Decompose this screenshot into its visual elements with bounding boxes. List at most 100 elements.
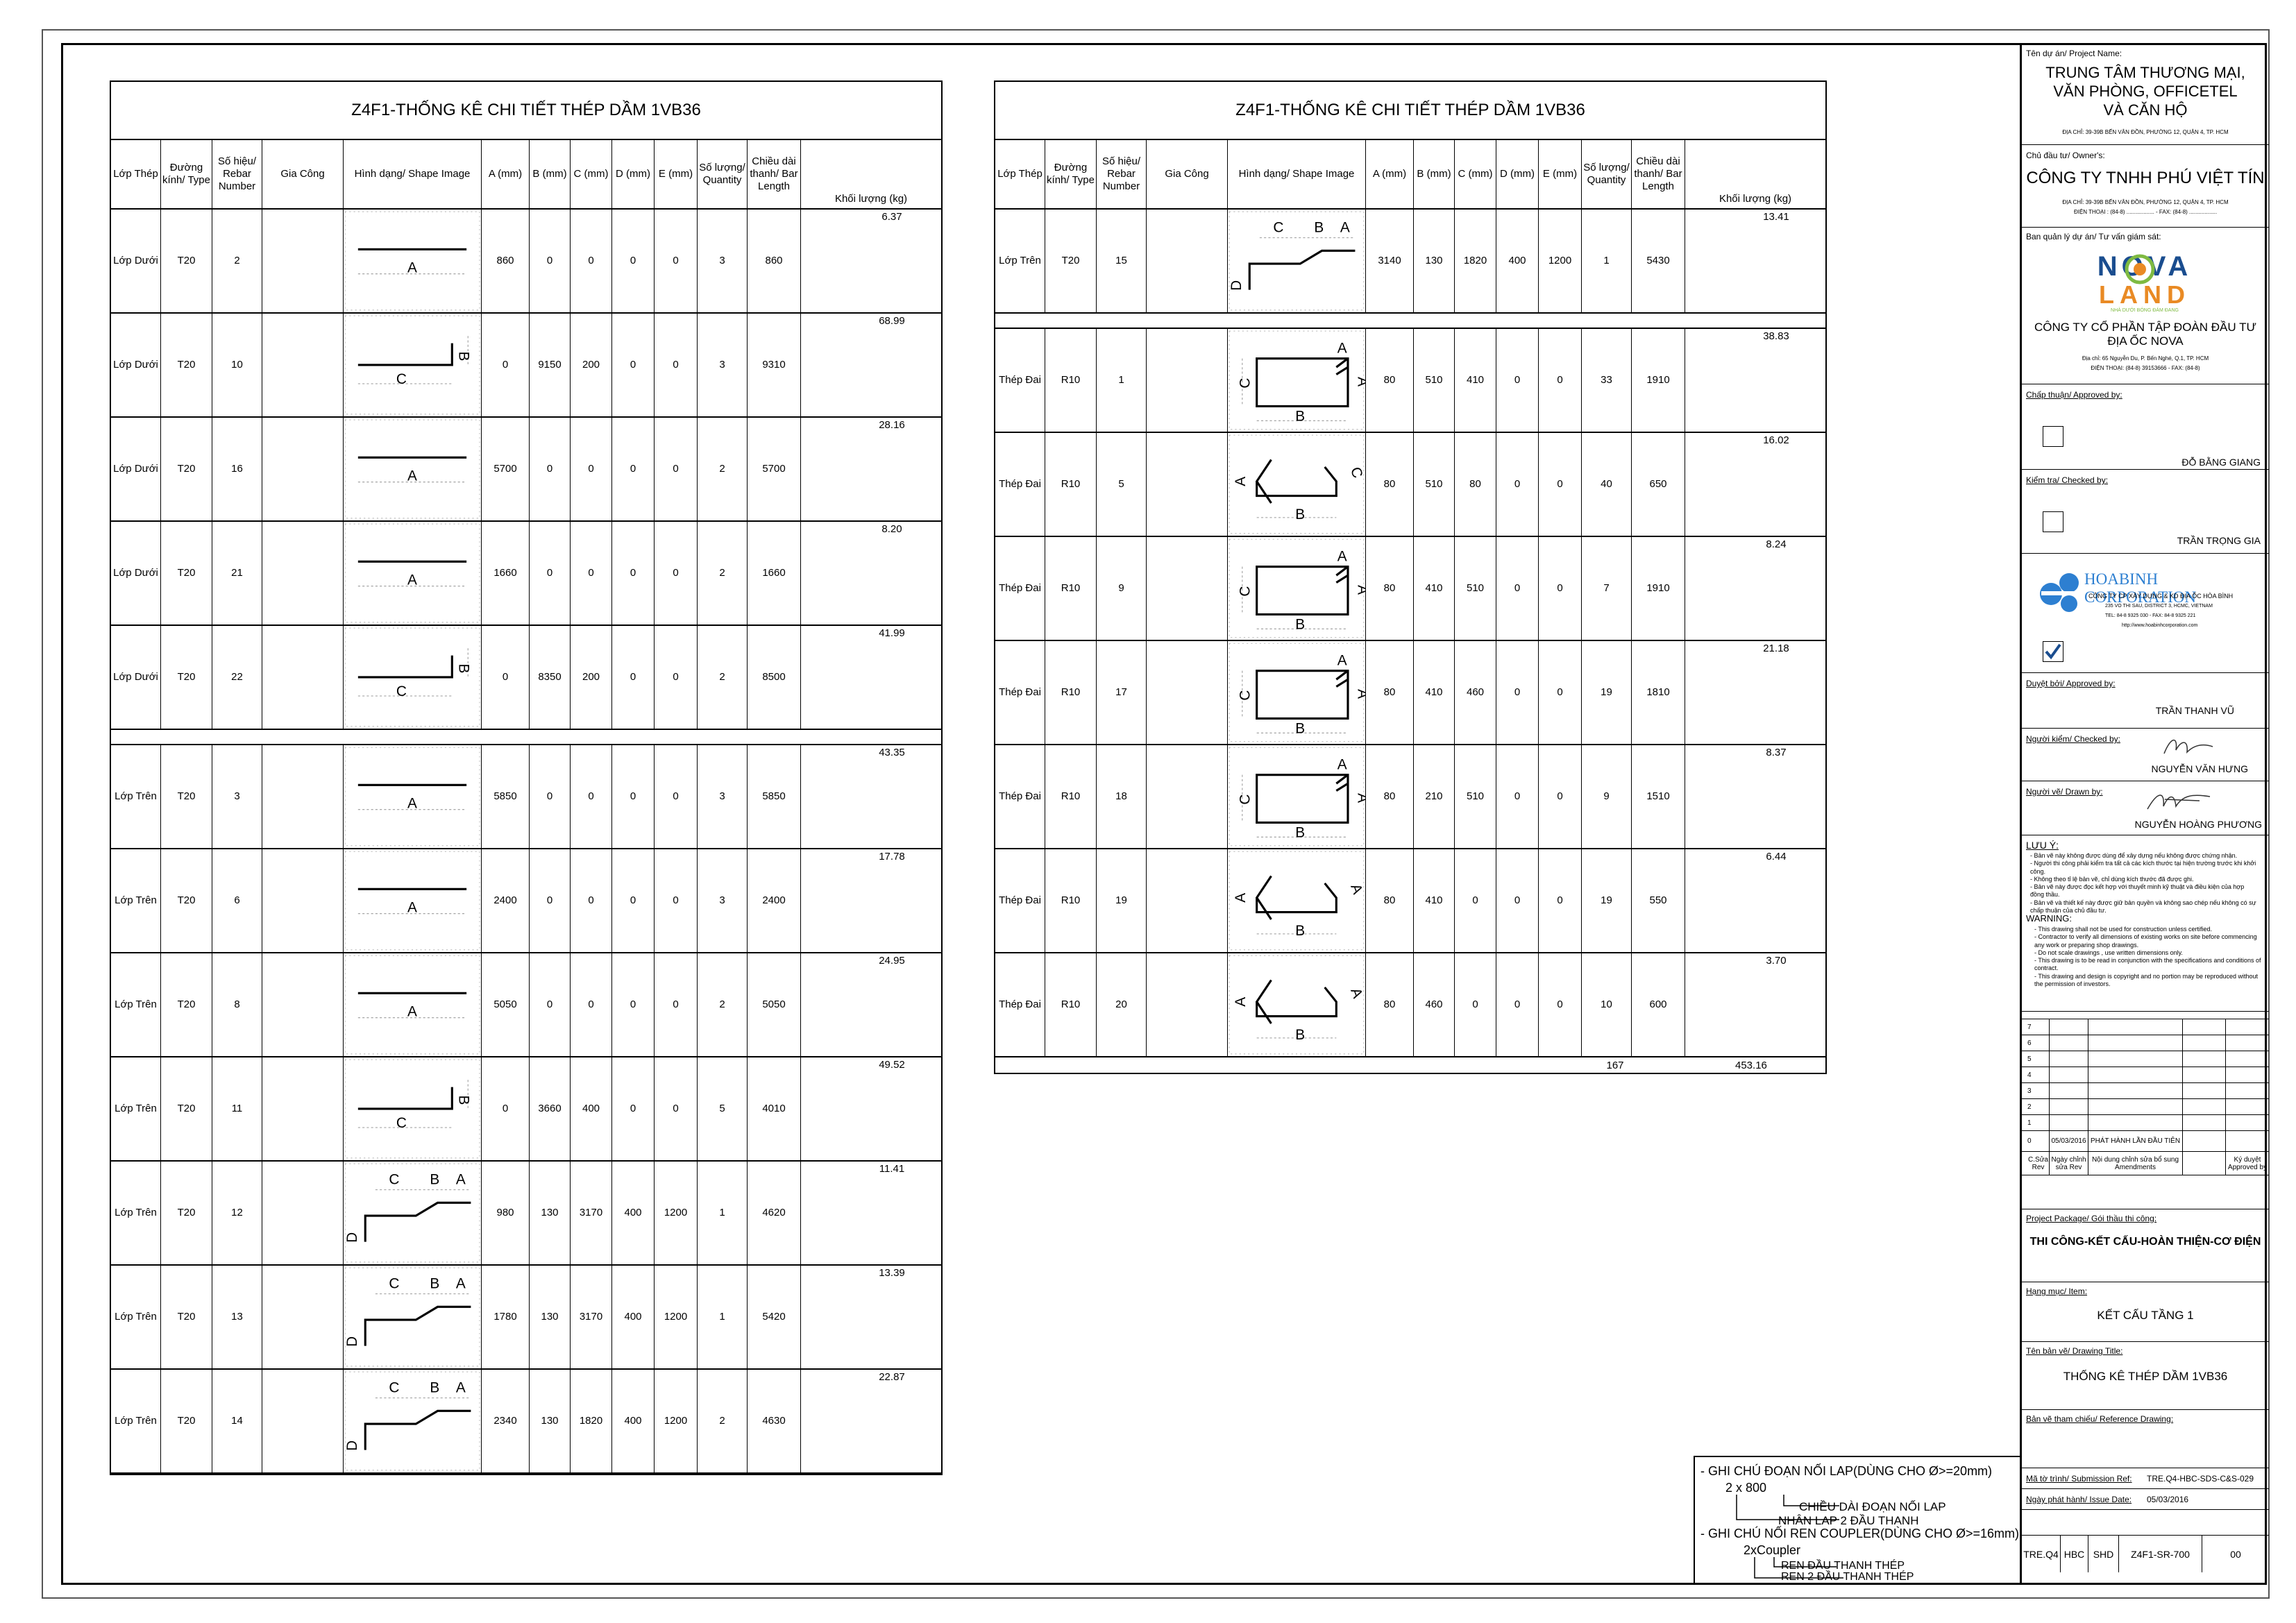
- svg-text:B: B: [1295, 616, 1305, 632]
- table-cell: 9150: [530, 314, 571, 416]
- svg-text:A: A: [1347, 882, 1365, 897]
- table-header: Lớp Thép Đường kính/ Type Số hiệu/ Rebar N…: [995, 140, 1825, 210]
- checker-name: NGUYỄN VĂN HƯNG: [2151, 763, 2248, 774]
- table-cell: [262, 1162, 344, 1264]
- project-name-line-3: VÀ CĂN HỘ: [2103, 101, 2188, 119]
- header-cell: Số hiệu/ Rebar Number: [1097, 140, 1147, 208]
- table-cell: 130: [530, 1162, 571, 1264]
- shape-cell: A: [344, 210, 482, 312]
- table-cell: 460: [1455, 641, 1496, 744]
- table-cell: 80: [1366, 433, 1414, 536]
- table-cell: 860: [748, 210, 801, 312]
- table-cell: 980: [482, 1162, 530, 1264]
- table-cell: R10: [1045, 433, 1097, 536]
- table-cell: 28.16: [879, 419, 905, 431]
- project-address: ĐỊA CHỈ: 39-39B BẾN VÂN ĐỒN, PHƯỜNG 12, …: [2062, 129, 2229, 135]
- checker-signature: [2163, 739, 2213, 754]
- table-cell: 10: [1582, 953, 1632, 1056]
- table-cell: 5: [698, 1057, 748, 1160]
- table-cell: 0: [612, 953, 655, 1056]
- table-cell: [262, 210, 344, 312]
- table-cell: 0: [482, 626, 530, 729]
- table-cell: 0: [655, 522, 698, 624]
- shape-stirrup-drawing: B A A C: [1229, 538, 1365, 638]
- reference-section: Bản vẽ tham chiếu/ Reference Drawing:: [2022, 1410, 2269, 1468]
- code-type: SHD: [2088, 1536, 2119, 1572]
- table-cell: 0: [655, 418, 698, 520]
- title-block: Tên dự án/ Project Name: TRUNG TÂM THƯƠN…: [2020, 43, 2269, 1585]
- revision-cell: [2050, 1083, 2088, 1098]
- table-cell: 0: [571, 953, 612, 1056]
- table-cell: 0: [1496, 329, 1539, 432]
- table-cell: 80: [1366, 953, 1414, 1056]
- table-cell: 2: [698, 418, 748, 520]
- table-cell: [262, 314, 344, 416]
- table-cell: R10: [1045, 641, 1097, 744]
- table-cell: 8.20: [881, 523, 902, 535]
- header-cell: Đường kính/ Type: [1045, 140, 1097, 208]
- drawer-signature: [2147, 794, 2211, 810]
- shape-stirrup-drawing: B A A C: [1229, 643, 1365, 742]
- table-cell: 400: [612, 1266, 655, 1368]
- table-cell: Thép Đai: [995, 953, 1045, 1056]
- svg-text:A: A: [407, 900, 417, 916]
- project-name-line-2: VĂN PHÒNG, OFFICETEL: [2053, 83, 2238, 100]
- checked-checkbox[interactable]: [2043, 511, 2063, 532]
- revision-cell: [2226, 1099, 2269, 1114]
- svg-text:A: A: [407, 468, 417, 484]
- warning-label: WARNING:: [2026, 913, 2072, 924]
- table-cell: 0: [1455, 849, 1496, 952]
- table-cell: 22: [212, 626, 262, 729]
- table-cell: 400: [1496, 210, 1539, 312]
- package-section: Project Package/ Gói thầu thi công: THI …: [2022, 1209, 2269, 1282]
- svg-text:B: B: [1295, 507, 1305, 522]
- svg-text:C: C: [396, 371, 407, 387]
- table-cell: 3: [698, 745, 748, 848]
- header-cell: Hình dạng/ Shape Image: [344, 140, 482, 208]
- total-weight: 453.16: [1735, 1059, 1767, 1071]
- table-cell: 24.95: [879, 955, 905, 967]
- header-cell: B (mm): [530, 140, 571, 208]
- table-cell: 1: [1097, 329, 1147, 432]
- svg-text:B: B: [1295, 408, 1305, 424]
- svg-text:B: B: [430, 1171, 439, 1187]
- table-cell: 2: [698, 1370, 748, 1472]
- shape-cell: B A A: [1228, 953, 1366, 1056]
- shape-stirrup-drawing: B A A C: [1229, 330, 1365, 430]
- revision-cell: 4: [2022, 1067, 2050, 1082]
- table-body: Lớp Dưới T20 2 A 860 0 0 0 0 3 860 6.37 Lớp Dưới T20…: [111, 210, 941, 1474]
- contractor-checkbox-checked[interactable]: [2043, 641, 2063, 662]
- header-cell: Số hiệu/ Rebar Number: [212, 140, 262, 208]
- approved-checkbox[interactable]: [2043, 426, 2063, 447]
- item-name: KẾT CẤU TẦNG 1: [2097, 1309, 2194, 1322]
- table-cell: 0: [1455, 953, 1496, 1056]
- shape-cell: A: [344, 745, 482, 848]
- table-cell: 17: [1097, 641, 1147, 744]
- table-cell: 410: [1414, 537, 1455, 640]
- table-cell: 0: [571, 522, 612, 624]
- table-cell: 0: [1539, 745, 1582, 848]
- drawing-title: THỐNG KÊ THÉP DẦM 1VB36: [2063, 1370, 2228, 1383]
- shape-tieA-drawing: B A A: [1229, 851, 1365, 951]
- lap-note-2: NHÂN LAP 2 ĐẦU THANH: [1778, 1514, 1919, 1527]
- svg-text:D: D: [344, 1232, 360, 1243]
- table-cell: 400: [612, 1370, 655, 1472]
- table-cell: 2400: [748, 849, 801, 952]
- table-cell: 13.41: [1763, 211, 1789, 223]
- revision-cell: [2050, 1035, 2088, 1051]
- table-cell: 9: [1097, 537, 1147, 640]
- hoabinh-logo-icon: [2040, 573, 2079, 612]
- table-cell: 80: [1366, 537, 1414, 640]
- table-row: Thép Đai R10 5 B A C 80 510 80 0 0 40 650 16.02: [995, 433, 1825, 537]
- table-cell: [1147, 537, 1228, 640]
- table-cell: 15: [1097, 210, 1147, 312]
- item-section: Hạng mục/ Item: KẾT CẤU TẦNG 1: [2022, 1282, 2269, 1342]
- revision-row: 6: [2022, 1035, 2269, 1051]
- luu-y-label: LƯU Ý:: [2026, 840, 2059, 851]
- pm-name-line-1: CÔNG TY CỔ PHẦN TẬP ĐOÀN ĐẦU TƯ: [2034, 321, 2256, 334]
- drawer-label: Người vẽ/ Drawn by:: [2026, 787, 2103, 797]
